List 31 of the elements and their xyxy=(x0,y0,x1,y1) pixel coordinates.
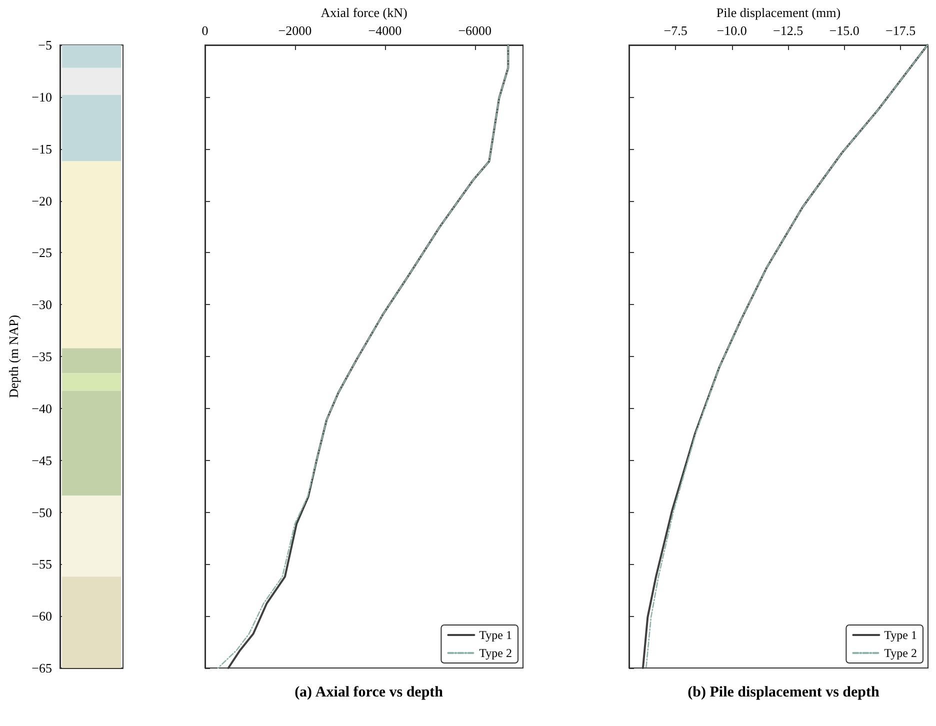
y-tick-label: −35 xyxy=(32,349,52,364)
x-tick-label: −15.0 xyxy=(829,23,860,38)
y-tick-label: −40 xyxy=(32,400,52,416)
y-tick-label: −25 xyxy=(32,245,52,260)
y-tick-label: −15 xyxy=(32,141,52,156)
x-axis-title: Axial force (kN) xyxy=(320,5,408,20)
y-tick-label: −60 xyxy=(32,608,52,624)
x-tick-label: −10.0 xyxy=(716,23,747,38)
x-tick-label: −7.5 xyxy=(664,23,688,38)
y-axis-title: Depth (m NAP) xyxy=(6,314,21,398)
y-tick-label: −10 xyxy=(32,89,52,104)
x-tick-label: −6000 xyxy=(458,23,492,38)
y-tick-label: −45 xyxy=(32,452,52,468)
y-tick-label: −50 xyxy=(32,504,52,520)
legend-label: Type 2 xyxy=(884,646,918,660)
x-tick-label: 0 xyxy=(202,23,208,38)
x-tick-label: −12.5 xyxy=(773,23,804,38)
y-tick-label: −30 xyxy=(32,297,52,312)
y-tick-label: −20 xyxy=(32,193,52,208)
legend-label: Type 2 xyxy=(479,646,512,660)
x-axis-title: Pile displacement (mm) xyxy=(716,5,841,20)
text: (b) Pile displacement vs depth xyxy=(688,684,880,700)
y-tick-label: −55 xyxy=(32,556,52,572)
y-tick-label: −5 xyxy=(38,38,52,52)
x-tick-label: −4000 xyxy=(368,23,402,38)
x-tick-label: −17.5 xyxy=(886,23,916,38)
text: (a) Axial force vs depth xyxy=(294,684,444,700)
legend-label: Type 1 xyxy=(884,628,918,642)
x-tick-label: −2000 xyxy=(278,23,312,38)
legend-label: Type 1 xyxy=(479,628,512,642)
y-tick-label: −65 xyxy=(32,660,52,676)
